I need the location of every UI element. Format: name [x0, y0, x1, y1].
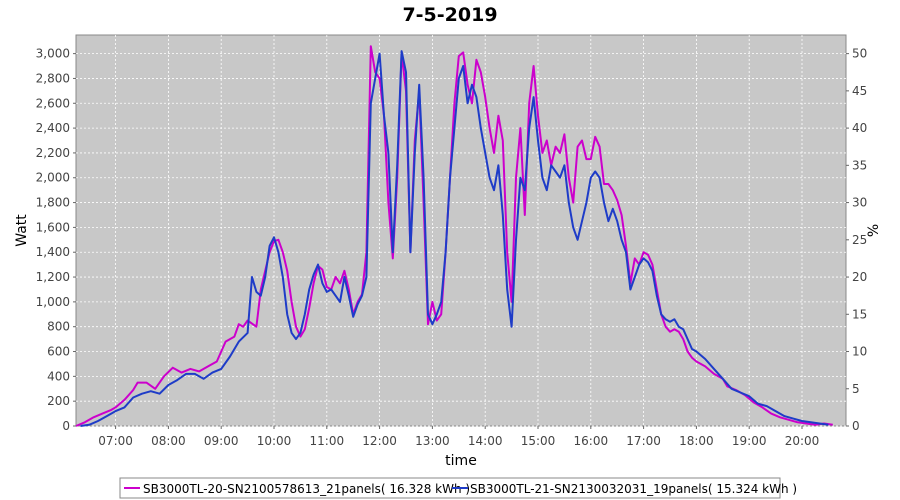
y-tick-label: 2,000	[36, 171, 70, 185]
x-tick-label: 15:00	[521, 434, 556, 448]
y-tick-label: 2,600	[36, 96, 70, 110]
y-right-tick-label: 10	[852, 345, 867, 359]
y-tick-label: 200	[47, 394, 70, 408]
series-layer	[75, 45, 833, 427]
x-tick-label: 16:00	[574, 434, 609, 448]
y-axis-left: 0 200 400 600 800 1,000 1,200 1,400 1,600 1,800 2,…	[36, 47, 76, 433]
y-right-tick-label: 35	[852, 158, 867, 172]
x-tick-label: 14:00	[468, 434, 503, 448]
x-tick-label: 19:00	[732, 434, 767, 448]
y-right-tick-label: 45	[852, 84, 867, 98]
x-tick-label: 13:00	[415, 434, 450, 448]
legend: SB3000TL-20-SN2100578613_21panels( 16.32…	[119, 477, 797, 499]
chart-title: 7-5-2019	[402, 4, 497, 26]
y-right-tick-label: 40	[852, 121, 867, 135]
x-tick-label: 10:00	[257, 434, 292, 448]
legend-entry: SB3000TL-21-SN2130032031_19panels( 15.32…	[470, 482, 797, 496]
y-tick-label: 1,200	[36, 270, 70, 284]
y-tick-label: 2,200	[36, 146, 70, 160]
y-tick-label: 1,800	[36, 196, 70, 210]
y-right-tick-label: 15	[852, 307, 867, 321]
y-tick-label: 1,600	[36, 220, 70, 234]
y-tick-label: 3,000	[36, 47, 70, 61]
y-right-tick-label: 0	[852, 419, 860, 433]
y-tick-label: 2,800	[36, 71, 70, 85]
x-tick-label: 07:00	[98, 434, 133, 448]
x-tick-label: 17:00	[626, 434, 661, 448]
x-tick-label: 11:00	[310, 434, 345, 448]
x-axis: 07:00 08:00 09:00 10:00 11:00 12:00 13:00 14:00…	[98, 426, 819, 448]
x-tick-label: 18:00	[679, 434, 714, 448]
y-tick-label: 1,400	[36, 245, 70, 259]
y-axis-right: 0 5 10 15 20 25 30 35 40 45 50	[846, 47, 867, 433]
series-line-0	[75, 45, 833, 427]
y-right-tick-label: 5	[852, 382, 860, 396]
gridlines	[76, 35, 846, 427]
y-right-tick-label: 50	[852, 47, 867, 61]
x-axis-label: time	[445, 453, 477, 469]
y-right-tick-label: 20	[852, 270, 867, 284]
y-tick-label: 2,400	[36, 121, 70, 135]
x-tick-label: 12:00	[362, 434, 397, 448]
x-tick-label: 20:00	[785, 434, 820, 448]
series-line-1	[80, 50, 829, 427]
x-tick-label: 08:00	[151, 434, 186, 448]
y-tick-label: 400	[47, 369, 70, 383]
y-axis-label: Watt	[14, 214, 30, 247]
y-tick-label: 800	[47, 320, 70, 334]
y-axis-right-label: %	[866, 224, 882, 237]
y-tick-label: 600	[47, 345, 70, 359]
y-tick-label: 1,000	[36, 295, 70, 309]
legend-entry: SB3000TL-20-SN2100578613_21panels( 16.32…	[143, 482, 470, 496]
legend-box	[119, 477, 781, 499]
y-right-tick-label: 30	[852, 196, 867, 210]
x-tick-label: 09:00	[204, 434, 239, 448]
plot-area	[75, 34, 847, 427]
y-tick-label: 0	[62, 419, 70, 433]
y-right-tick-label: 25	[852, 233, 867, 247]
